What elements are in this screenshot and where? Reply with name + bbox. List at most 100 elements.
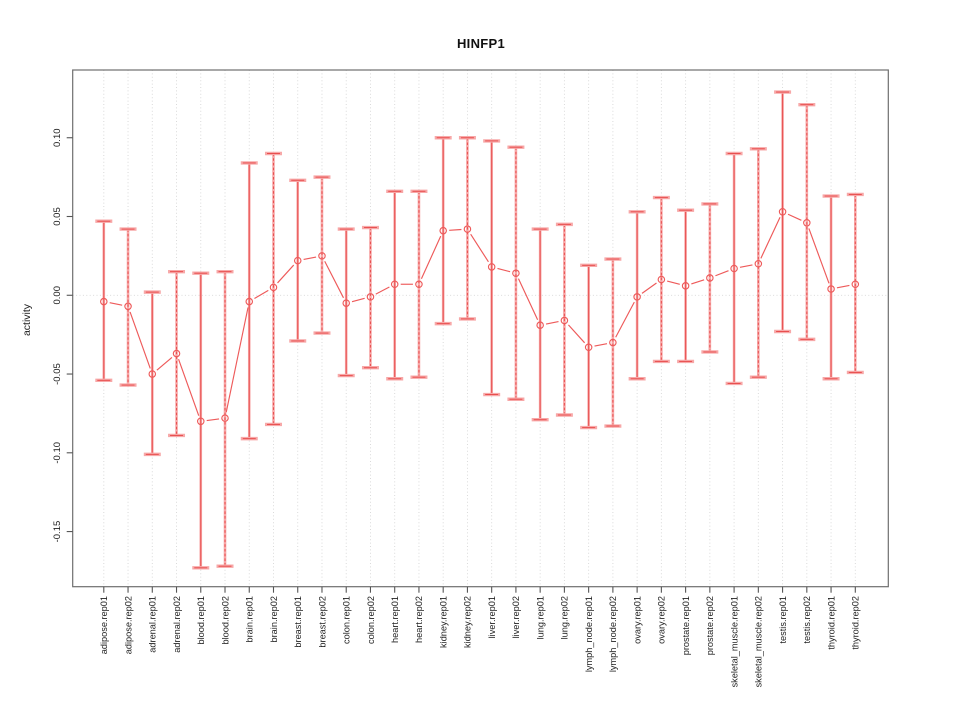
x-tick-label: adrenal.rep01 [148,596,158,653]
data-point [269,283,278,292]
data-point [851,280,860,289]
series-line [567,324,586,344]
x-tick-label: heart.rep01 [390,596,400,643]
error-bar [774,90,792,334]
data-point [293,256,302,265]
series-line [206,418,220,422]
series-line [808,228,830,284]
x-tick-label: skeletal_muscle.rep01 [729,596,739,687]
x-tick-label: heart.rep02 [414,596,424,643]
error-bar [216,269,234,568]
chart-title: HINFP1 [456,36,506,51]
data-point [318,252,326,260]
x-tick-label: blood.rep02 [220,596,230,645]
data-point [439,226,447,235]
x-tick-label: testis.rep02 [802,596,812,644]
data-point [803,219,811,227]
error-bar [361,225,379,370]
series-line [545,321,559,325]
error-bar [240,161,258,441]
data-point [100,297,108,306]
data-point [512,269,520,277]
series-line [303,256,317,261]
series-line [109,302,123,306]
data-point [681,282,690,290]
series-line [470,233,489,263]
series-line [787,213,802,221]
error-bar [798,102,816,342]
data-point [827,285,835,293]
x-tick-label: blood.rep01 [196,596,206,645]
data-point [754,259,763,268]
data-point [609,338,617,347]
data-point [221,414,229,422]
error-bar [458,136,476,321]
x-tick-label: brain.rep01 [245,596,255,642]
x-tick-label: ovary.rep02 [657,596,667,644]
y-tick-label: -0.05 [52,363,63,385]
error-bar [749,147,767,379]
series-line [691,279,705,285]
data-point [124,302,132,311]
series-line [420,235,442,280]
data-point [730,264,738,273]
series-line [351,297,365,303]
error-bar [652,195,670,364]
error-bar [337,227,355,378]
error-bar [555,222,573,417]
data-point [657,275,666,284]
x-tick-label: breast.rep01 [293,596,303,648]
y-tick-label: -0.15 [52,521,63,543]
series-line [225,307,249,413]
y-tick-label: -0.10 [52,442,63,464]
x-tick-label: brain.rep02 [269,596,279,642]
y-tick-label: 0.00 [52,286,63,305]
series-line [497,267,511,273]
x-tick-label: colon.rep02 [366,596,376,644]
series-line [375,286,390,295]
y-tick-label: 0.10 [52,128,63,147]
data-point [536,321,544,329]
series-line [156,356,173,371]
error-bar [628,210,646,381]
x-tick-label: thyroid.rep01 [826,596,836,650]
series-line [517,278,539,321]
series-line [129,311,151,369]
error-bar [483,139,501,397]
error-bar [822,194,840,381]
data-point [487,263,496,271]
error-bar [507,145,525,401]
data-point [560,316,569,325]
error-bar [313,175,331,335]
error-bar [531,227,549,422]
x-tick-label: colon.rep01 [342,596,352,644]
x-tick-label: skeletal_muscle.rep02 [754,596,764,687]
series-line [615,301,635,338]
series-line [594,343,608,347]
data-point [148,370,157,378]
data-point [390,280,399,289]
error-bar [386,189,404,381]
x-tick-label: lung.rep02 [560,596,570,639]
x-tick-label: adipose.rep02 [123,596,133,654]
data-point [778,208,787,216]
x-tick-label: liver.rep02 [511,596,521,638]
series-line [449,228,462,231]
x-tick-label: liver.rep01 [487,596,497,638]
x-tick-label: prostate.rep01 [681,596,691,655]
series-line [760,216,781,259]
error-bar [289,178,307,343]
x-tick-label: ovary.rep01 [632,596,642,644]
error-bar [846,192,864,375]
series-line [739,264,753,268]
data-point [633,293,641,301]
error-bar [192,271,210,570]
series-line [715,270,729,277]
error-bar [434,136,452,326]
error-bar [677,208,695,364]
x-tick-label: lymph_node.rep02 [608,596,618,672]
x-tick-label: thyroid.rep02 [851,596,861,650]
y-tick-label: 0.05 [52,207,63,226]
x-tick-label: adipose.rep01 [99,596,109,654]
